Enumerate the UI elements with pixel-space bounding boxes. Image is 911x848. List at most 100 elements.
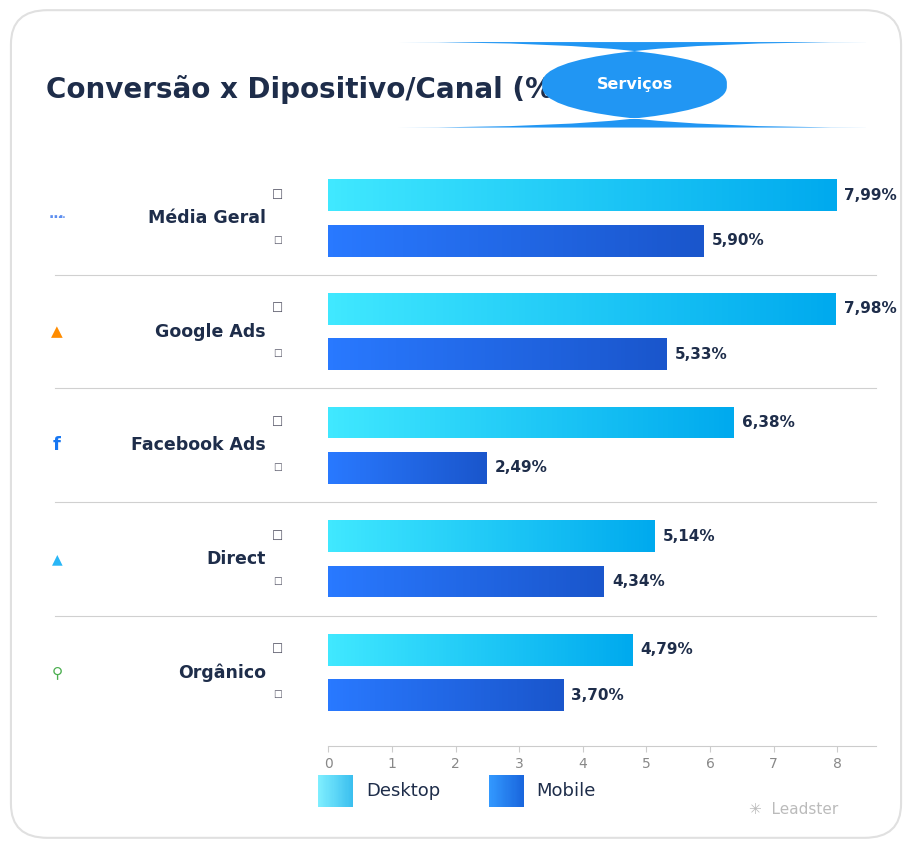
FancyBboxPatch shape: [348, 775, 350, 806]
Bar: [328, 633, 332, 666]
Bar: [632, 225, 638, 257]
Bar: [353, 293, 360, 325]
Bar: [443, 679, 445, 711]
Bar: [557, 633, 560, 666]
Bar: [490, 566, 494, 598]
Text: 3,70%: 3,70%: [571, 688, 623, 703]
Bar: [328, 225, 333, 257]
Bar: [398, 180, 404, 211]
Bar: [348, 520, 353, 552]
FancyBboxPatch shape: [335, 775, 337, 806]
Bar: [550, 180, 557, 211]
Bar: [373, 520, 377, 552]
Bar: [467, 338, 472, 371]
Bar: [528, 566, 531, 598]
Bar: [461, 293, 467, 325]
Bar: [546, 679, 548, 711]
Bar: [411, 180, 417, 211]
Text: Orgânico: Orgânico: [178, 663, 266, 682]
Bar: [404, 679, 407, 711]
Bar: [792, 180, 798, 211]
Bar: [829, 180, 835, 211]
Bar: [455, 406, 460, 438]
Bar: [633, 338, 637, 371]
FancyBboxPatch shape: [327, 775, 329, 806]
Bar: [459, 566, 463, 598]
Bar: [593, 566, 597, 598]
Bar: [572, 225, 577, 257]
Bar: [609, 520, 614, 552]
Bar: [453, 452, 455, 484]
Text: 7,99%: 7,99%: [844, 187, 896, 203]
Bar: [433, 452, 435, 484]
Bar: [472, 338, 476, 371]
Bar: [418, 520, 422, 552]
Bar: [568, 633, 571, 666]
Bar: [479, 520, 483, 552]
Bar: [609, 225, 614, 257]
Bar: [407, 566, 411, 598]
Bar: [654, 338, 659, 371]
Bar: [352, 679, 354, 711]
Bar: [338, 566, 342, 598]
Bar: [435, 452, 436, 484]
Bar: [359, 566, 363, 598]
Bar: [529, 633, 534, 666]
Bar: [457, 633, 461, 666]
Bar: [551, 679, 554, 711]
Bar: [387, 679, 390, 711]
Bar: [352, 225, 356, 257]
Bar: [350, 452, 352, 484]
Bar: [678, 406, 682, 438]
Bar: [391, 452, 394, 484]
Bar: [658, 180, 664, 211]
Bar: [487, 520, 491, 552]
Bar: [817, 180, 824, 211]
Bar: [342, 452, 343, 484]
Bar: [328, 406, 333, 438]
Bar: [383, 338, 387, 371]
Bar: [811, 180, 817, 211]
Bar: [442, 566, 445, 598]
Bar: [387, 338, 392, 371]
Bar: [398, 225, 403, 257]
Bar: [460, 679, 463, 711]
Bar: [430, 338, 434, 371]
Bar: [455, 180, 461, 211]
Bar: [466, 452, 468, 484]
Bar: [567, 406, 571, 438]
FancyBboxPatch shape: [337, 775, 338, 806]
Bar: [507, 225, 511, 257]
Bar: [475, 520, 479, 552]
Bar: [348, 406, 353, 438]
Bar: [398, 679, 402, 711]
Bar: [525, 293, 531, 325]
Bar: [810, 293, 816, 325]
Bar: [355, 452, 358, 484]
Bar: [609, 633, 613, 666]
Bar: [370, 452, 372, 484]
Bar: [622, 520, 626, 552]
Bar: [569, 338, 574, 371]
Bar: [454, 633, 457, 666]
FancyBboxPatch shape: [492, 775, 493, 806]
FancyBboxPatch shape: [521, 775, 522, 806]
Bar: [553, 520, 557, 552]
Bar: [747, 180, 753, 211]
Bar: [571, 406, 577, 438]
Bar: [386, 566, 390, 598]
Text: f: f: [53, 436, 61, 455]
Bar: [377, 452, 379, 484]
FancyBboxPatch shape: [513, 775, 514, 806]
Bar: [599, 225, 605, 257]
Bar: [394, 452, 395, 484]
Bar: [534, 225, 539, 257]
Bar: [410, 679, 414, 711]
Bar: [435, 406, 439, 438]
Bar: [608, 180, 614, 211]
Bar: [328, 679, 331, 711]
Bar: [587, 633, 590, 666]
Bar: [617, 633, 621, 666]
Bar: [522, 679, 525, 711]
Bar: [455, 225, 459, 257]
